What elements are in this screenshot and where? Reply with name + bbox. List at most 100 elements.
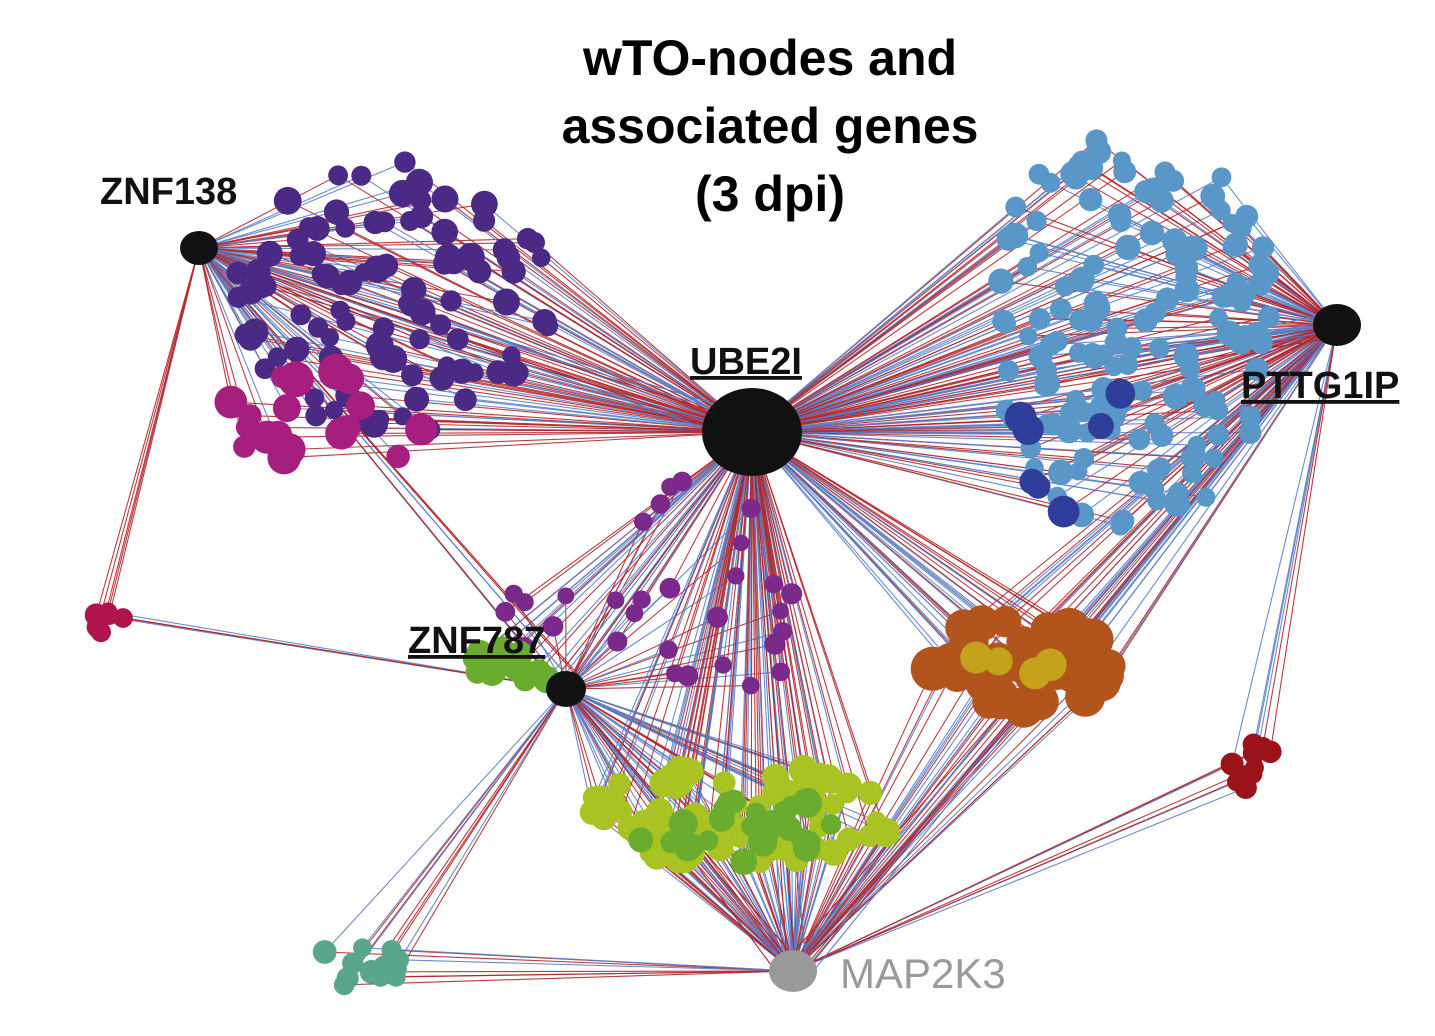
- hub-edge: [198, 247, 756, 442]
- network-edge: [1145, 191, 1338, 326]
- gene-node: [394, 151, 416, 173]
- gene-node: [256, 240, 283, 267]
- gene-node: [1207, 424, 1230, 446]
- gene-node: [1133, 308, 1158, 333]
- network-edge: [751, 171, 1126, 433]
- network-edge: [751, 240, 1176, 433]
- title-line-2: associated genes: [562, 98, 979, 154]
- gene-node: [1025, 474, 1051, 499]
- gene-node: [504, 584, 523, 604]
- network-edge: [603, 431, 753, 817]
- network-edge: [751, 409, 1219, 433]
- gene-node: [1149, 338, 1170, 359]
- gene-node: [1239, 421, 1262, 444]
- gene-node: [1231, 217, 1252, 239]
- network-edge: [565, 486, 671, 690]
- network-edge: [1005, 324, 1338, 623]
- gene-node: [467, 259, 492, 284]
- hub-edge: [566, 431, 753, 698]
- gene-node: [858, 780, 883, 805]
- hub-edge: [751, 431, 796, 966]
- gene-node: [501, 259, 526, 284]
- network-edge: [1087, 324, 1338, 640]
- network-edge: [751, 431, 973, 646]
- network-edge: [792, 832, 887, 972]
- gene-node: [1047, 495, 1080, 528]
- hub-edge: [198, 247, 751, 445]
- network-edge: [362, 947, 794, 972]
- network-edge: [751, 195, 1213, 433]
- network-edge: [1192, 324, 1338, 390]
- network-edge: [565, 688, 601, 799]
- gene-node: [659, 577, 681, 599]
- gene-node: [634, 512, 653, 531]
- network-edge: [751, 431, 1070, 630]
- gene-node: [531, 248, 551, 268]
- network-edge: [1077, 164, 1338, 326]
- gene-node: [1173, 343, 1199, 369]
- network-edge: [444, 198, 753, 433]
- gene-node: [708, 806, 735, 832]
- hub-node-ube2i: [702, 388, 802, 476]
- network-edge: [198, 192, 403, 249]
- gene-node: [1111, 509, 1135, 533]
- gene-node: [502, 346, 521, 365]
- network-edge: [500, 431, 753, 659]
- gene-node: [1154, 161, 1176, 183]
- hub-edge: [554, 431, 753, 688]
- gene-node: [1112, 151, 1131, 170]
- network-edge: [751, 244, 1237, 433]
- gene-node: [1147, 458, 1169, 481]
- gene-node: [1034, 648, 1067, 682]
- network-edge: [1246, 216, 1338, 326]
- gene-node: [1175, 265, 1197, 288]
- network-edge: [344, 970, 794, 986]
- gene-node: [762, 763, 789, 791]
- gene-node: [290, 304, 312, 326]
- gene-node: [1208, 400, 1229, 421]
- network-edge: [593, 431, 753, 798]
- gene-node: [491, 636, 514, 659]
- network-edge: [565, 688, 657, 820]
- gene-node: [542, 616, 564, 637]
- gene-node: [516, 227, 539, 250]
- network-edge: [383, 688, 567, 967]
- gene-node: [714, 656, 732, 674]
- network-edge: [751, 367, 1190, 433]
- network-edge: [565, 688, 777, 793]
- gene-node: [773, 622, 793, 641]
- gene-node: [304, 388, 325, 408]
- gene-node: [318, 353, 354, 390]
- hub-label-znf138: ZNF138: [100, 171, 237, 213]
- network-edge: [198, 181, 420, 249]
- gene-node: [1245, 758, 1264, 778]
- network-edge: [692, 845, 794, 972]
- gene-node: [1083, 291, 1109, 317]
- gene-node: [446, 328, 469, 351]
- network-edge: [198, 247, 337, 373]
- gene-node: [1012, 413, 1044, 445]
- gene-node: [312, 940, 337, 964]
- network-edge: [751, 160, 1123, 433]
- network-edge: [324, 688, 567, 953]
- gene-node: [1104, 357, 1124, 377]
- gene-node: [513, 668, 537, 692]
- gene-node: [732, 534, 750, 552]
- network-edge: [380, 970, 794, 978]
- gene-node: [1026, 210, 1047, 232]
- network-edge: [1253, 324, 1338, 768]
- network-edge: [524, 431, 753, 681]
- network-edge: [751, 431, 951, 661]
- gene-node: [730, 848, 758, 875]
- gene-node: [354, 263, 373, 282]
- gene-node: [374, 211, 396, 233]
- gene-node: [365, 331, 394, 360]
- gene-node: [557, 587, 575, 605]
- gene-node: [286, 228, 309, 251]
- gene-node: [665, 776, 689, 799]
- network-edge: [1110, 324, 1338, 431]
- gene-node: [1251, 236, 1275, 259]
- gene-node: [271, 365, 295, 389]
- gene-node: [537, 315, 559, 337]
